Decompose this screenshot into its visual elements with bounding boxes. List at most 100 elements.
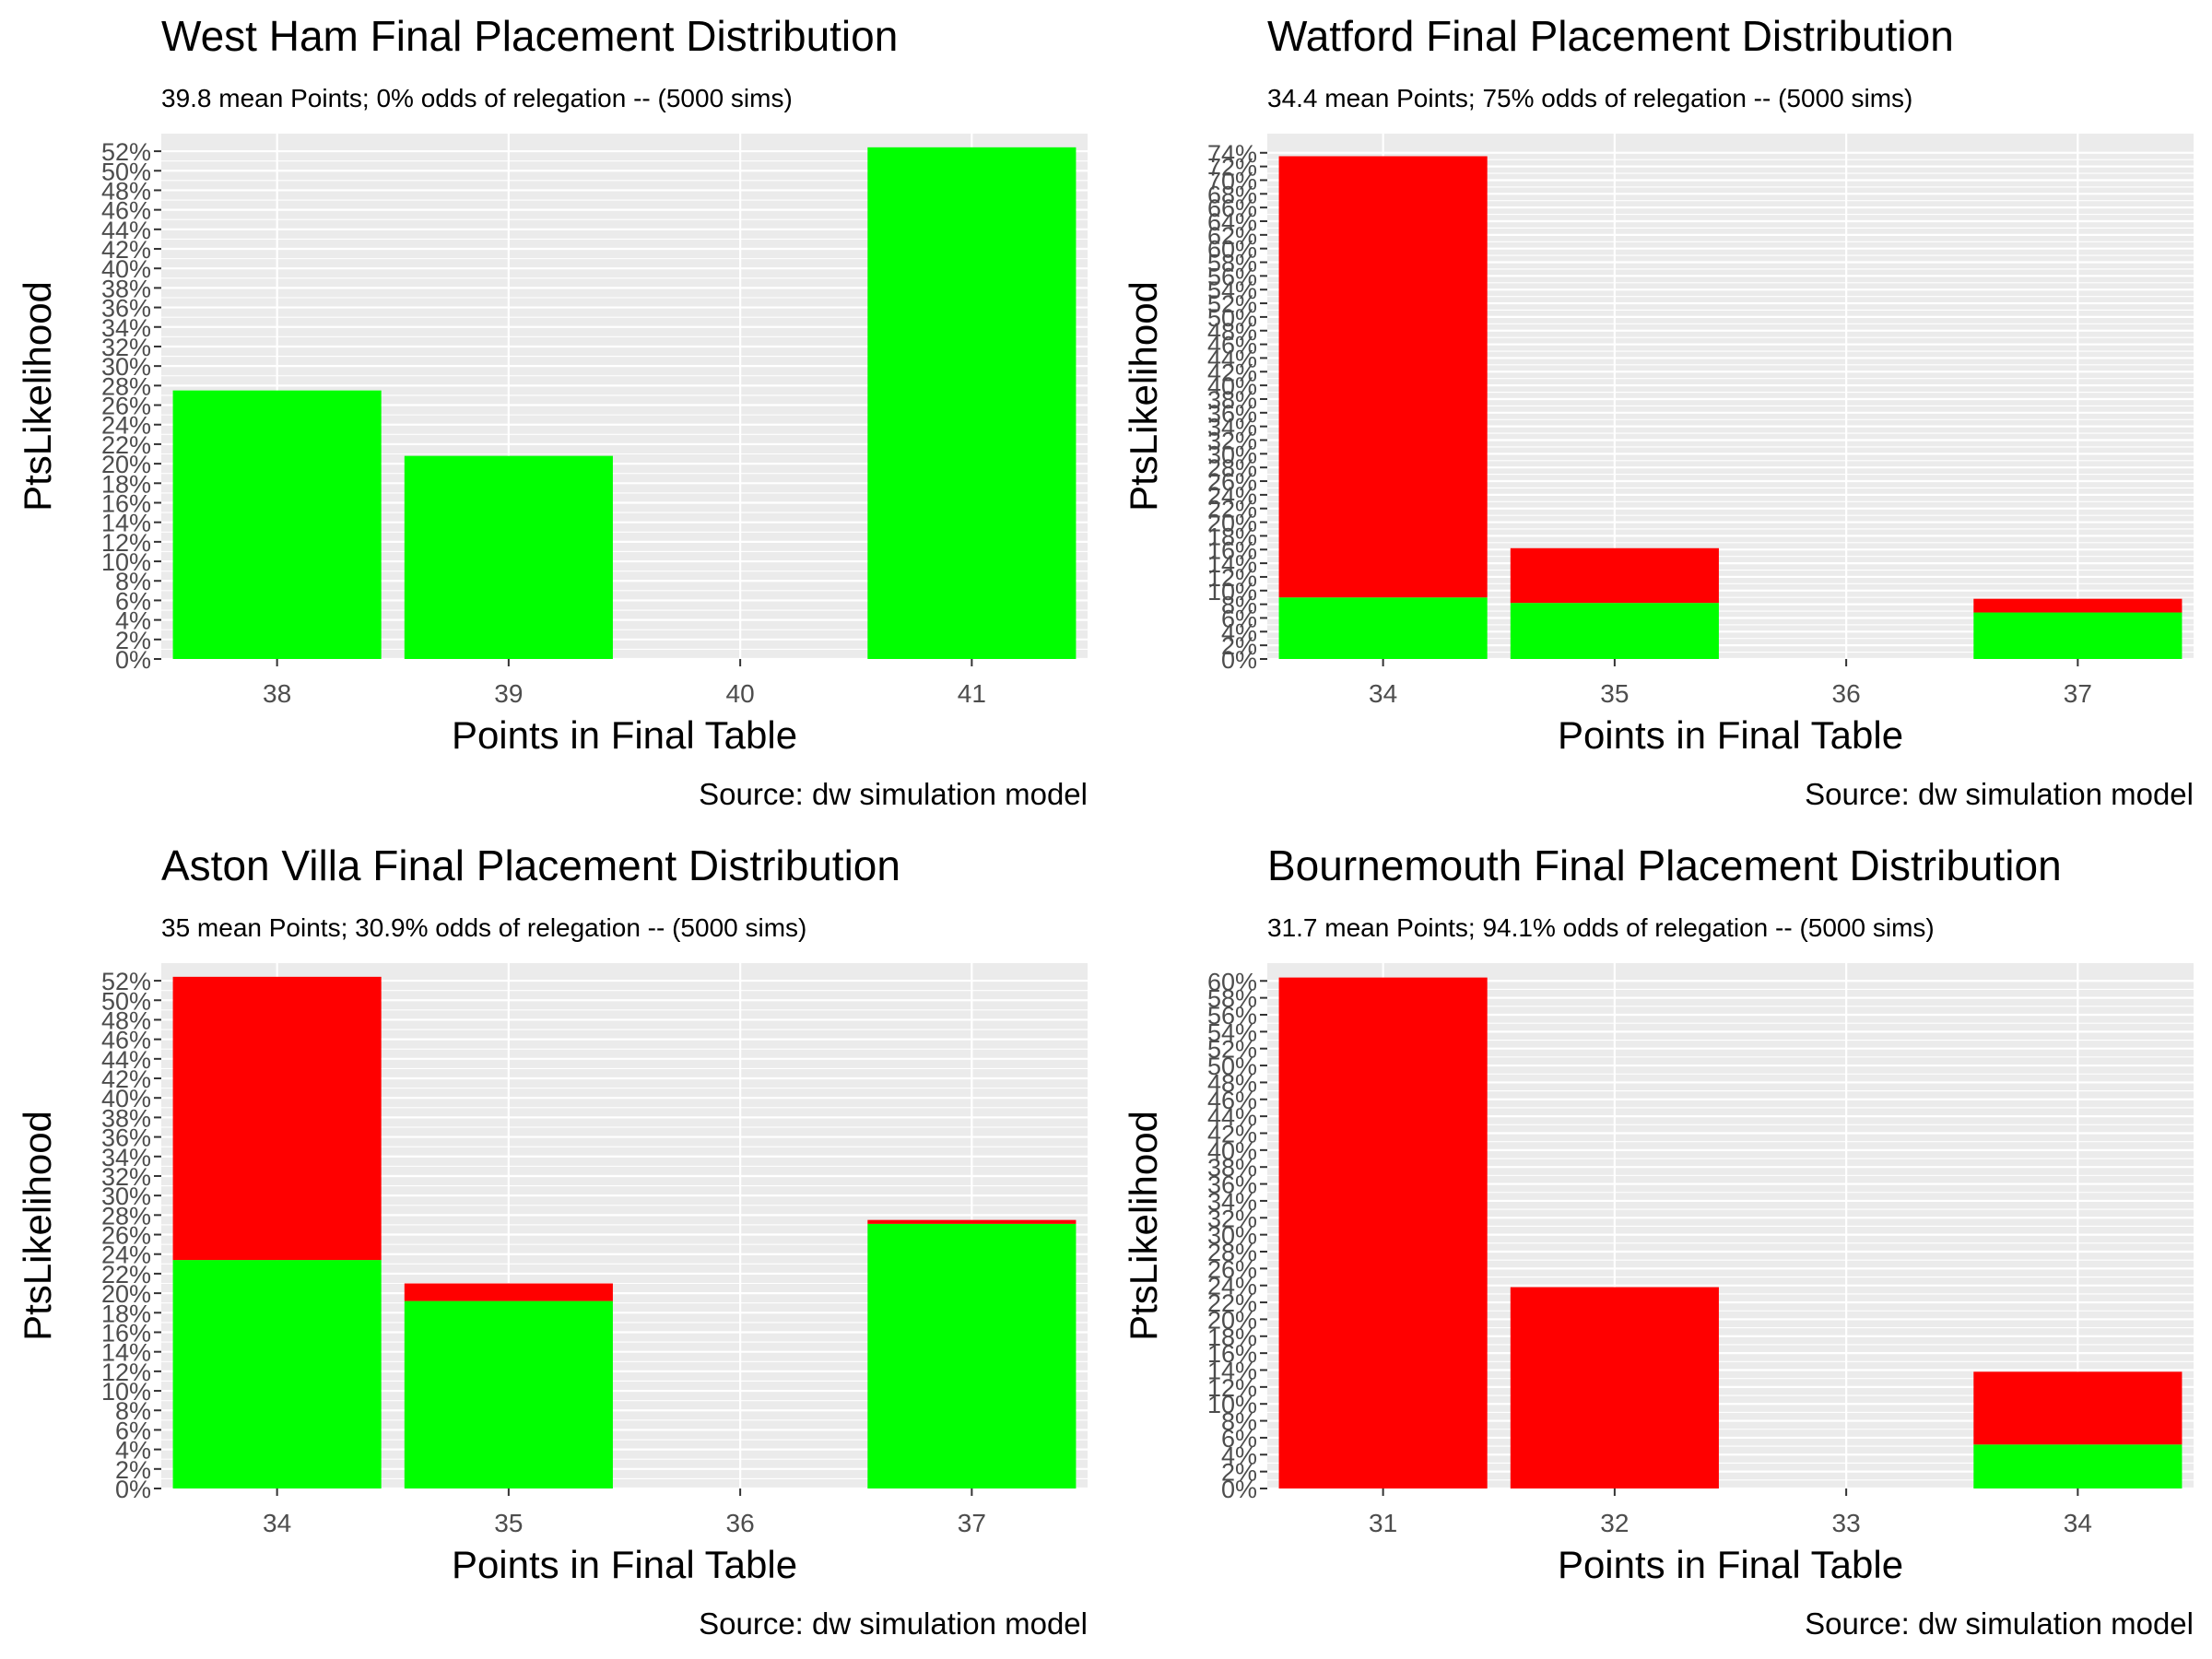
y-tick-label: 50% (1207, 304, 1257, 332)
y-tick-label: 14% (1207, 1357, 1257, 1384)
y-tick-label: 16% (1207, 1340, 1257, 1368)
x-axis-title: Points in Final Table (452, 713, 797, 757)
y-tick-label: 32% (101, 1163, 151, 1191)
y-tick-label: 50% (101, 158, 151, 185)
y-tick-label: 18% (101, 1300, 151, 1327)
y-tick-label: 32% (101, 334, 151, 361)
x-tick-label: 39 (494, 679, 523, 708)
y-tick-label: 2% (115, 1456, 151, 1484)
y-tick-label: 36% (101, 295, 151, 323)
y-tick-label: 50% (1207, 1053, 1257, 1080)
bar-safe-34 (1973, 1444, 2183, 1488)
y-tick-label: 58% (1207, 250, 1257, 277)
y-tick-label: 28% (101, 372, 151, 400)
x-tick-label: 34 (2064, 1509, 2092, 1537)
y-tick-label: 8% (115, 568, 151, 595)
y-tick-label: 6% (115, 587, 151, 615)
y-tick-label: 2% (1221, 632, 1257, 660)
y-tick-label: 14% (101, 1339, 151, 1367)
y-tick-label: 68% (1207, 181, 1257, 208)
y-tick-label: 42% (1207, 359, 1257, 386)
y-tick-label: 66% (1207, 194, 1257, 222)
y-tick-label: 60% (1207, 968, 1257, 995)
y-tick-label: 26% (1207, 1255, 1257, 1283)
y-tick-label: 46% (101, 197, 151, 225)
chart-svg: 0%2%4%6%8%10%12%14%16%18%20%22%24%26%28%… (16, 841, 1088, 1641)
y-tick-label: 10% (101, 548, 151, 576)
y-tick-label: 8% (1221, 1408, 1257, 1436)
y-tick-label: 38% (1207, 1154, 1257, 1182)
y-tick-label: 36% (1207, 1171, 1257, 1199)
chart-subtitle: 31.7 mean Points; 94.1% odds of relegati… (1267, 913, 1935, 942)
y-tick-label: 74% (1207, 140, 1257, 168)
y-tick-label: 14% (1207, 550, 1257, 578)
y-tick-label: 46% (1207, 332, 1257, 359)
y-tick-label: 28% (1207, 1239, 1257, 1266)
chart-title: Bournemouth Final Placement Distribution (1267, 841, 2062, 889)
y-tick-label: 46% (1207, 1087, 1257, 1114)
chart-panel-bournemouth: 0% 2% 4% 6% 8% 10% 12% 14% 16% 18% 20% 22% 24% 26% 28%… (1106, 830, 2212, 1659)
y-tick-label: 30% (1207, 441, 1257, 468)
y-tick-label: 12% (101, 1359, 151, 1386)
y-tick-label: 22% (101, 1261, 151, 1288)
y-tick-label: 32% (1207, 428, 1257, 455)
x-axis-title: Points in Final Table (1558, 713, 1903, 757)
y-tick-label: 10% (1207, 1391, 1257, 1418)
chart-title: West Ham Final Placement Distribution (161, 12, 898, 60)
y-tick-label: 56% (1207, 1002, 1257, 1030)
y-tick-label: 8% (1221, 592, 1257, 619)
x-axis-title: Points in Final Table (1558, 1543, 1903, 1586)
x-tick-label: 35 (1600, 679, 1629, 708)
y-tick-label: 54% (1207, 276, 1257, 304)
bar-relegated-34 (1278, 156, 1488, 598)
y-tick-label: 62% (1207, 222, 1257, 250)
y-tick-label: 18% (1207, 1324, 1257, 1351)
y-tick-label: 6% (115, 1417, 151, 1444)
y-tick-label: 48% (1207, 1069, 1257, 1097)
y-tick-label: 34% (101, 1144, 151, 1171)
y-tick-label: 22% (1207, 496, 1257, 524)
bar-relegated-31 (1278, 977, 1488, 1488)
y-tick-label: 2% (1221, 1459, 1257, 1487)
y-tick-label: 54% (1207, 1018, 1257, 1046)
x-tick-label: 38 (263, 679, 291, 708)
y-tick-label: 6% (1221, 605, 1257, 632)
bar-relegated-37 (1973, 598, 2183, 613)
y-tick-label: 12% (1207, 1374, 1257, 1402)
y-tick-label: 44% (1207, 345, 1257, 372)
y-tick-label: 30% (1207, 1222, 1257, 1250)
y-tick-label: 20% (101, 1280, 151, 1308)
chart-subtitle: 34.4 mean Points; 75% odds of relegation… (1267, 84, 1912, 112)
bar-safe-35 (404, 1300, 613, 1488)
y-tick-label: 24% (101, 412, 151, 440)
y-axis-title: PtsLikelihood (16, 281, 59, 512)
y-tick-label: 40% (101, 255, 151, 283)
bar-safe-35 (1510, 603, 1719, 659)
x-tick-label: 31 (1369, 1509, 1397, 1537)
y-tick-label: 42% (1207, 1120, 1257, 1147)
y-tick-label: 44% (1207, 1103, 1257, 1131)
y-tick-label: 52% (101, 968, 151, 995)
y-tick-label: 42% (101, 236, 151, 264)
y-tick-label: 38% (101, 1104, 151, 1132)
y-tick-label: 20% (1207, 510, 1257, 537)
y-tick-label: 70% (1207, 167, 1257, 194)
bar-safe-39 (404, 455, 613, 659)
chart-caption: Source: dw simulation model (699, 1606, 1088, 1641)
y-tick-label: 26% (101, 1222, 151, 1250)
chart-title: Aston Villa Final Placement Distribution (161, 841, 900, 889)
x-tick-label: 36 (726, 1509, 755, 1537)
y-tick-label: 4% (115, 1437, 151, 1465)
bar-safe-38 (172, 390, 382, 659)
y-tick-label: 6% (1221, 1425, 1257, 1453)
y-tick-label: 28% (1207, 454, 1257, 482)
y-tick-label: 22% (101, 431, 151, 459)
y-tick-label: 34% (1207, 1188, 1257, 1216)
y-tick-label: 44% (101, 217, 151, 244)
chart-panel-west-ham: 0% 2% 4% 6% 8% 10% 12% 14% 16% 18% 20% 22% 24% 26% 28%… (0, 0, 1106, 830)
y-tick-label: 24% (1207, 1273, 1257, 1300)
y-tick-label: 20% (101, 451, 151, 478)
bar-relegated-35 (404, 1283, 613, 1301)
y-tick-label: 0% (1221, 1476, 1257, 1503)
y-tick-label: 22% (1207, 1289, 1257, 1317)
